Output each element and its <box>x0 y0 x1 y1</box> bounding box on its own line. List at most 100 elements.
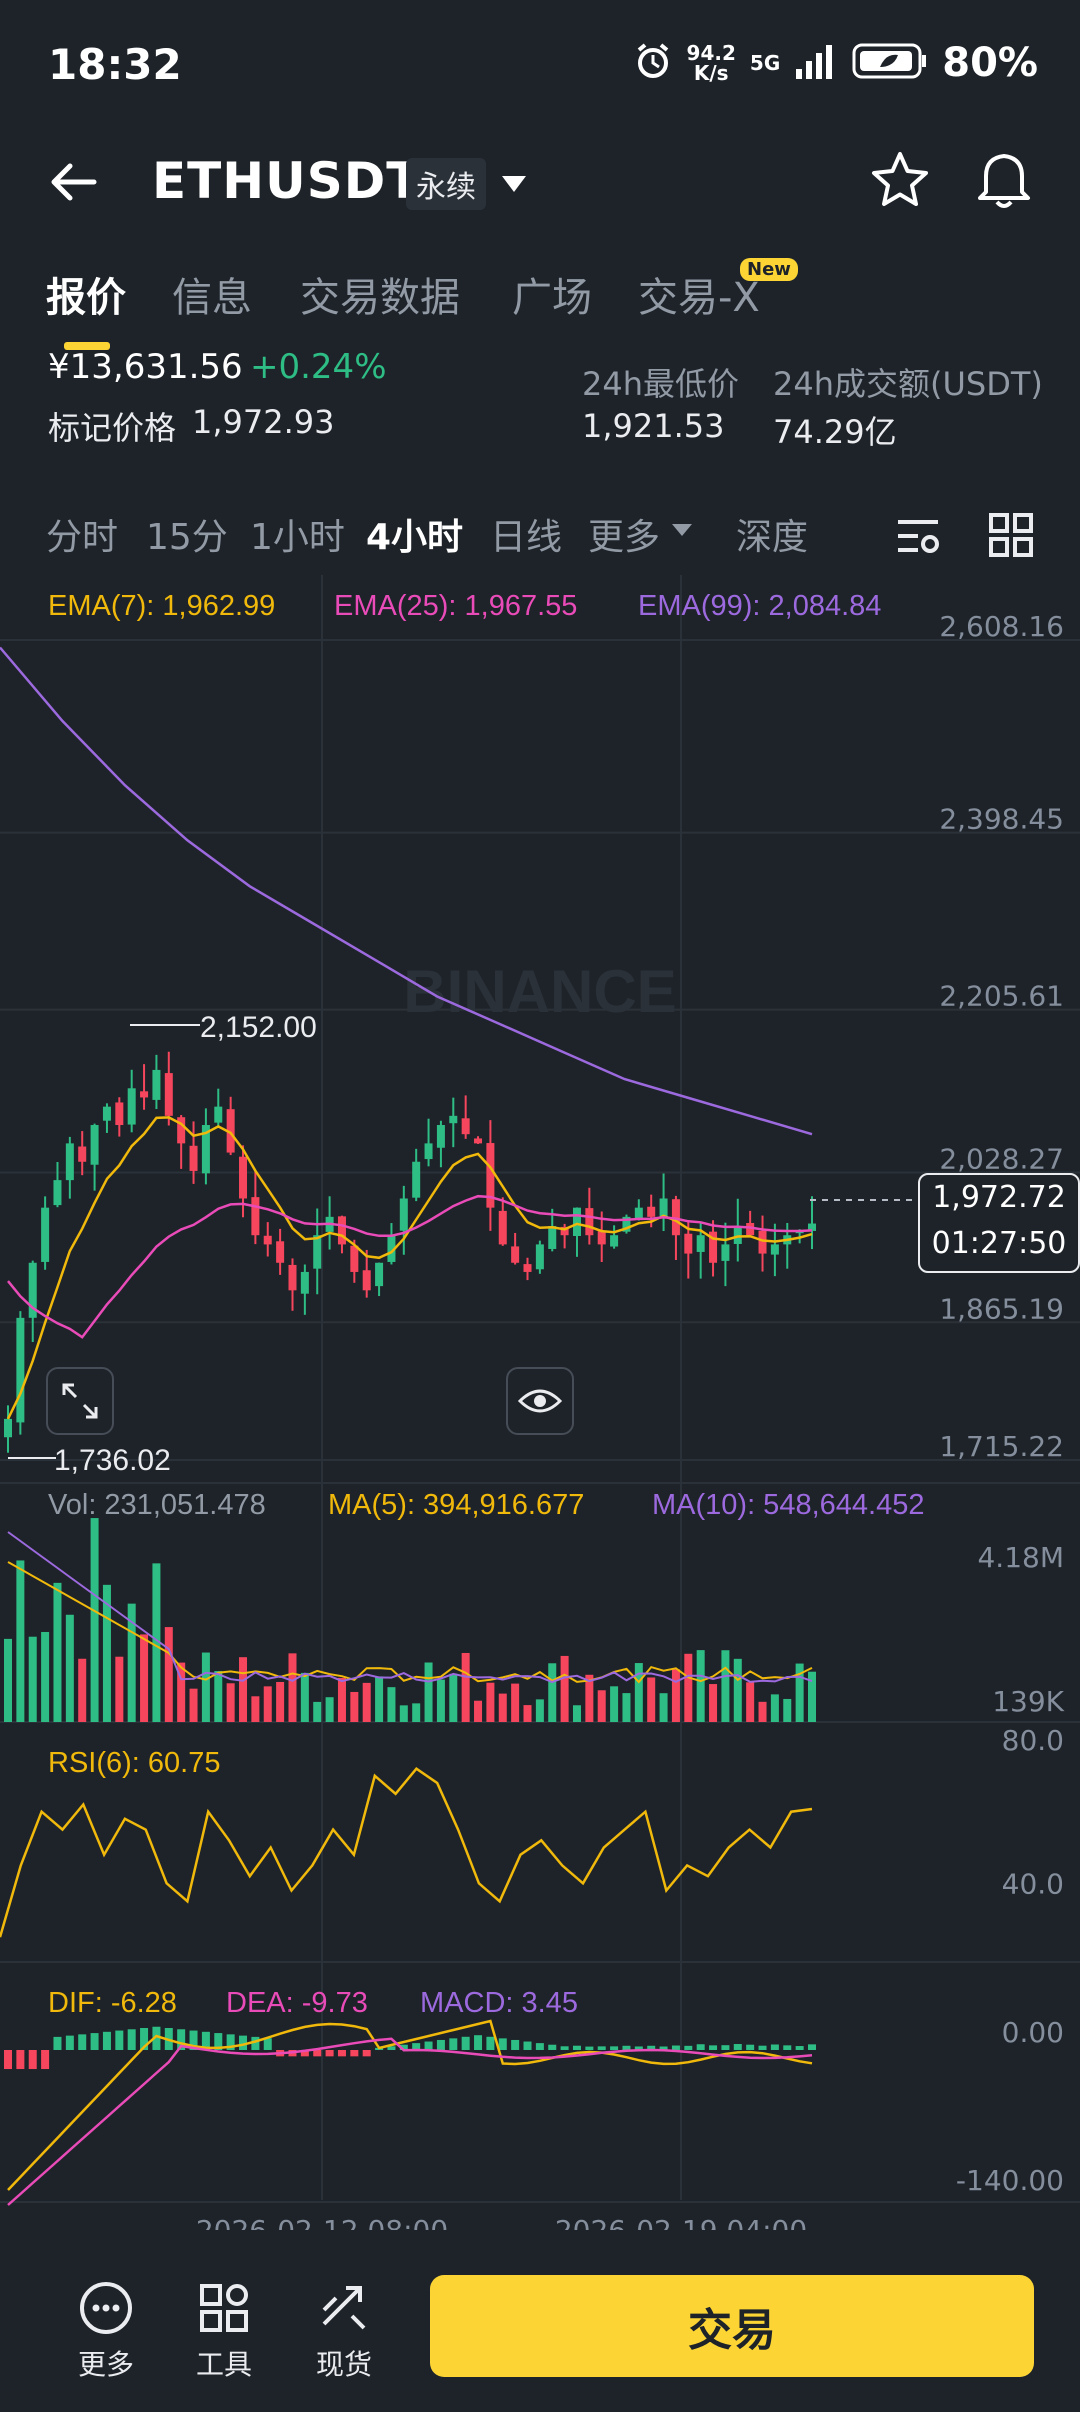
change-percent: +0.24% <box>250 347 387 387</box>
fullscreen-button[interactable] <box>46 1367 114 1435</box>
volume-bar <box>140 1634 149 1722</box>
macd-histogram-bar <box>362 2050 371 2057</box>
candle-body <box>177 1117 186 1144</box>
kline-chart[interactable]: BINANCE 2,608.16 2,398.45 2,205.61 2,028.27… <box>0 570 1080 2247</box>
tf-timeline[interactable]: 分时 <box>46 517 119 558</box>
candle-body <box>634 1207 643 1220</box>
kline-svg[interactable]: BINANCE 2,608.16 2,398.45 2,205.61 2,028.27… <box>0 570 1080 2247</box>
more-caret-icon[interactable] <box>670 522 694 542</box>
macd-histogram-bar <box>783 2045 792 2050</box>
nav-tools[interactable]: 工具 <box>174 2280 274 2383</box>
candle-body <box>746 1223 755 1236</box>
price-tick-label: 2,028.27 <box>939 1143 1064 1176</box>
volume-bar <box>239 1657 248 1722</box>
ema7-line <box>6 1116 813 1420</box>
candle-body <box>585 1208 594 1236</box>
macd-histogram-bar <box>412 2043 421 2050</box>
volume-bar <box>412 1703 421 1722</box>
candle-body <box>152 1069 161 1100</box>
candle-body <box>41 1207 50 1262</box>
volume-bar <box>758 1701 767 1722</box>
candle-body <box>659 1198 668 1217</box>
volume-bar <box>436 1679 445 1722</box>
battery-icon <box>852 41 928 85</box>
indicator-settings-icon[interactable] <box>894 512 942 564</box>
caret-down-icon[interactable] <box>498 172 530 200</box>
tf-more[interactable]: 更多 <box>588 517 661 558</box>
macd-histogram-bar <box>758 2045 767 2050</box>
battery-level: 80% <box>942 40 1038 86</box>
rsi-tick-label: 80.0 <box>1002 1724 1064 1757</box>
macd-histogram-bar <box>721 2045 730 2050</box>
volume-bar <box>78 1658 87 1722</box>
volume-bar <box>4 1638 12 1722</box>
bell-icon[interactable] <box>972 146 1036 216</box>
volume-bar <box>226 1683 235 1722</box>
volume-bar <box>263 1686 272 1722</box>
nav-spot[interactable]: 现货 <box>294 2280 394 2383</box>
nav-more[interactable]: 更多 <box>56 2280 156 2383</box>
visibility-button[interactable] <box>506 1367 574 1435</box>
low-annotation: 1,736.02 <box>54 1444 171 1477</box>
volume-bar <box>634 1663 643 1722</box>
pair-title[interactable]: ETHUSDT <box>152 152 422 210</box>
tf-1h[interactable]: 1小时 <box>250 517 345 558</box>
dea-label: DEA: -9.73 <box>226 1987 368 2019</box>
nav-tools-label: 工具 <box>195 2348 252 2381</box>
star-icon[interactable] <box>868 148 932 216</box>
mark-price-value: 1,972.93 <box>192 403 335 441</box>
tf-4h[interactable]: 4小时 <box>366 517 464 558</box>
candle-body <box>461 1118 470 1135</box>
eye-icon <box>518 1389 562 1413</box>
alarm-icon <box>633 41 673 85</box>
macd-histogram-bar <box>585 2046 594 2050</box>
candle-body <box>90 1125 99 1165</box>
candle-body <box>65 1143 74 1181</box>
rsi-label: RSI(6): 60.75 <box>48 1747 220 1779</box>
macd-histogram-bar <box>610 2046 619 2050</box>
candle-body <box>16 1317 25 1423</box>
macd-histogram-bar <box>4 2050 12 2070</box>
macd-histogram-bar <box>313 2050 322 2057</box>
tf-depth[interactable]: 深度 <box>736 517 809 558</box>
tab-trade-data[interactable]: 交易数据 <box>300 275 460 321</box>
volume-bar <box>733 1658 742 1722</box>
volume-bar <box>572 1705 581 1722</box>
volume-bar <box>127 1603 136 1722</box>
macd-histogram-bar <box>523 2041 532 2050</box>
volume-tick-label: 4.18M <box>977 1541 1064 1574</box>
tools-icon <box>200 2284 248 2332</box>
macd-histogram-bar <box>808 2044 816 2050</box>
tab-quote[interactable]: 报价 <box>46 275 126 321</box>
macd-histogram-bar <box>41 2050 50 2070</box>
status-right: 94.2 K/s 5G 80% <box>633 40 1038 86</box>
tab-square[interactable]: 广场 <box>512 275 592 321</box>
candle-body <box>709 1231 718 1263</box>
macd-histogram-bar <box>300 2050 309 2057</box>
macd-histogram-bar <box>449 2038 458 2050</box>
macd-histogram-bar <box>399 2044 408 2050</box>
ema25-label: EMA(25): 1,967.55 <box>334 590 577 622</box>
candle-body <box>610 1235 619 1247</box>
volume-bar <box>399 1705 408 1722</box>
candle-body <box>263 1235 272 1245</box>
tab-info[interactable]: 信息 <box>172 275 252 321</box>
trade-button[interactable]: 交易 <box>430 2275 1034 2377</box>
candle-body <box>721 1244 730 1261</box>
tf-15m[interactable]: 15分 <box>146 517 228 558</box>
dif-line <box>7 2019 813 2191</box>
grid-layout-icon[interactable] <box>988 512 1034 562</box>
volume-ma10-line <box>7 1531 813 1684</box>
macd-tick-label: 0.00 <box>1002 2016 1064 2049</box>
macd-histogram-bar <box>226 2034 235 2050</box>
tab-trade-x[interactable]: 交易-X <box>638 275 760 321</box>
mark-price-label: 标记价格 <box>48 409 177 447</box>
candle-body <box>276 1241 285 1263</box>
rsi-line <box>0 1767 813 1938</box>
back-arrow-icon[interactable] <box>44 154 100 214</box>
volume-bar <box>424 1662 433 1722</box>
macd-histogram-bar <box>214 2033 223 2050</box>
volume-bar <box>647 1677 656 1722</box>
timeframe-bar: 分时 15分 1小时 4小时 日线 更多 深度 <box>0 500 1080 570</box>
tf-1d[interactable]: 日线 <box>490 517 563 558</box>
